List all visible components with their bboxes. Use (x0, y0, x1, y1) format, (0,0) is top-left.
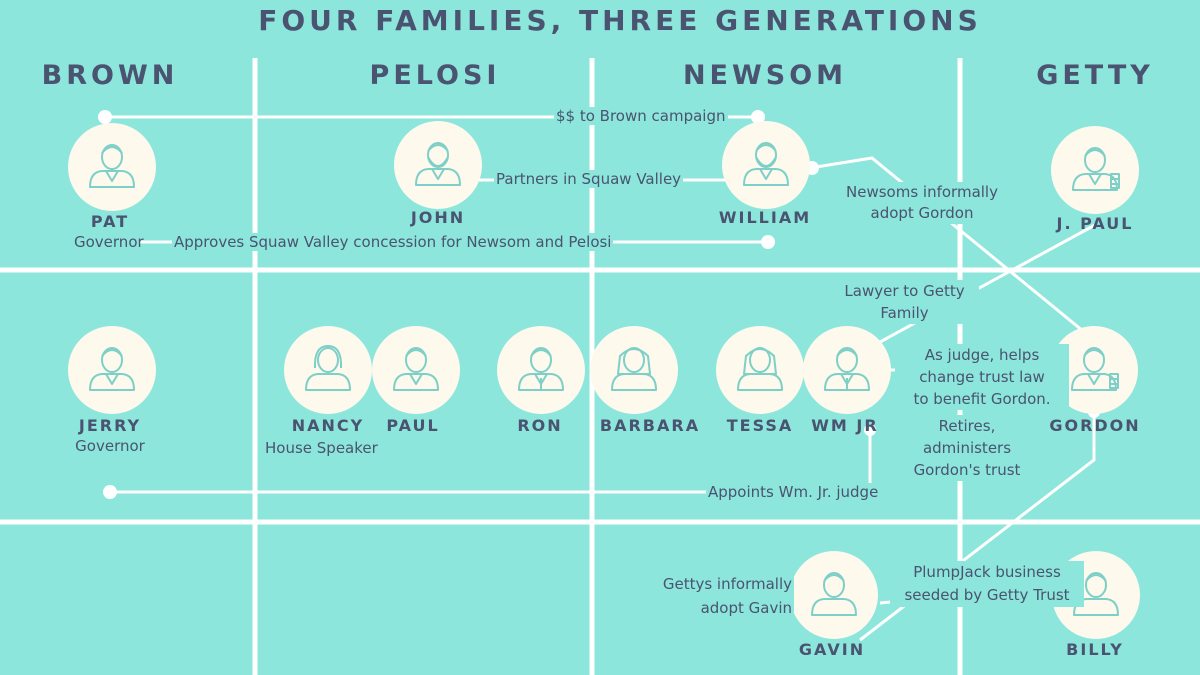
person-circle (372, 326, 460, 414)
businessman-money-icon (1072, 147, 1120, 191)
person-node-wmjr (803, 326, 891, 414)
person-node-barbara (590, 326, 678, 414)
annotation-line: change trust law (919, 368, 1045, 386)
annotation-line: administers (922, 439, 1012, 457)
person-name-gordon: GORDON (1049, 416, 1141, 435)
annotation-squaw-concession: Approves Squaw Valley concession for New… (172, 233, 614, 251)
person-role-jerry: Governor (75, 437, 145, 455)
person-circle (716, 326, 804, 414)
person-name-paul: PAUL (386, 416, 440, 435)
annotation-line: seeded by Getty Trust (904, 586, 1070, 604)
connector-dot (103, 485, 117, 499)
man-icon (811, 572, 857, 616)
person-circle (284, 326, 372, 414)
person-node-jpaul (1051, 126, 1139, 214)
connector-dot (761, 235, 775, 249)
man-tie-icon (518, 347, 564, 391)
person-name-wmjr: WM JR (811, 416, 879, 435)
annotation-lawyer-getty: Lawyer to Getty Family (830, 280, 979, 324)
annotation-line: Family (880, 304, 929, 322)
person-name-jerry: JERRY (78, 416, 142, 435)
person-circle (803, 326, 891, 414)
person-node-william (722, 121, 810, 209)
person-circle (68, 326, 156, 414)
annotation-appoints-judge: Appoints Wm. Jr. judge (706, 483, 881, 501)
person-name-nancy: NANCY (291, 416, 365, 435)
annotation-brown-campaign: $$ to Brown campaign (554, 107, 728, 125)
annotation-line: Retires, (938, 417, 996, 435)
man-bearded-icon (415, 142, 461, 186)
person-circle (590, 326, 678, 414)
annotation-line: PlumpJack business (913, 563, 1061, 581)
family-header-newsom: NEWSOM (682, 60, 848, 91)
family-header-getty: GETTY (1036, 60, 1154, 91)
annotation-line: to benefit Gordon. (913, 390, 1051, 408)
person-name-barbara: BARBARA (599, 416, 701, 435)
man-suit-icon (89, 347, 135, 391)
person-name-william: WILLIAM (718, 208, 812, 227)
man-suit-icon (393, 347, 439, 391)
person-circle (1050, 326, 1138, 414)
annotation-retires: Retires, administers Gordon's trust (905, 415, 1029, 481)
annotation-adopt-gavin: Gettys informally adopt Gavin (630, 572, 794, 620)
annotation-line: As judge, helps (924, 346, 1040, 364)
person-node-gordon (1050, 326, 1138, 414)
person-circle (497, 326, 585, 414)
person-node-ron (497, 326, 585, 414)
annotation-adopt-gordon: Newsoms informally adopt Gordon (830, 182, 1014, 224)
woman-long-hair-icon (737, 347, 783, 391)
annotation-plumpjack: PlumpJack business seeded by Getty Trust (890, 561, 1084, 607)
connector-dot (751, 110, 765, 124)
person-node-paul (372, 326, 460, 414)
person-name-jpaul: J. PAUL (1056, 214, 1134, 233)
man-suit-icon (89, 144, 135, 188)
annotation-line: Newsoms informally (846, 183, 998, 201)
person-node-pat (68, 123, 156, 211)
person-name-gavin: GAVIN (798, 640, 866, 659)
person-node-nancy (284, 326, 372, 414)
annotation-line: Gettys informally (662, 575, 792, 593)
person-circle (1051, 126, 1139, 214)
connector-dot (98, 110, 112, 124)
woman-icon (305, 345, 351, 391)
family-header-brown: BROWN (41, 60, 179, 91)
person-node-jerry (68, 326, 156, 414)
person-name-billy: BILLY (1066, 640, 1124, 659)
person-circle (68, 123, 156, 211)
person-node-john (394, 121, 482, 209)
person-node-tessa (716, 326, 804, 414)
man-tie-icon (824, 347, 870, 391)
person-name-john: JOHN (410, 208, 466, 227)
annotation-judge-helps: As judge, helps change trust law to bene… (895, 344, 1069, 410)
annotation-line: adopt Gavin (700, 599, 792, 617)
person-circle (790, 551, 878, 639)
person-role-nancy: House Speaker (265, 439, 378, 457)
person-node-gavin (790, 551, 878, 639)
annotation-line: Lawyer to Getty (844, 282, 965, 300)
annotation-line: Gordon's trust (913, 461, 1021, 479)
person-name-ron: RON (517, 416, 563, 435)
person-name-tessa: TESSA (726, 416, 794, 435)
annotation-line: adopt Gordon (870, 204, 974, 222)
person-name-pat: PAT (90, 212, 130, 231)
annotation-squaw-partners: Partners in Squaw Valley (494, 170, 684, 188)
man-bearded-icon (743, 142, 789, 186)
connector-dot (864, 424, 876, 436)
diagram-title: FOUR FAMILIES, THREE GENERATIONS (258, 4, 982, 37)
person-role-pat: Governor (74, 233, 144, 251)
businessman-money-icon (1071, 347, 1119, 391)
woman-long-hair-icon (611, 347, 657, 391)
adopt-gordon-line (809, 156, 1095, 342)
family-header-pelosi: PELOSI (369, 60, 501, 91)
